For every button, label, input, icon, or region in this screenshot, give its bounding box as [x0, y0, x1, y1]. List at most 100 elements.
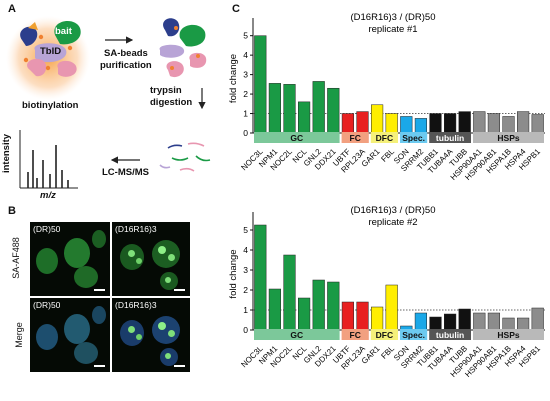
tile-label: (D16R16)3 — [115, 224, 157, 234]
image-tile-dr50-merge: (DR)50 — [30, 298, 110, 372]
label-biotinylation: biotinylation — [22, 100, 79, 111]
group-label: Spec. — [402, 133, 425, 143]
bar — [312, 279, 325, 331]
y-tick-label: 1 — [243, 305, 248, 315]
y-axis-label: fold change — [228, 249, 239, 298]
group-band — [400, 329, 428, 340]
bar — [356, 111, 369, 134]
tile-label: (DR)50 — [33, 300, 61, 310]
group-band — [473, 132, 544, 143]
group-label: FC — [350, 133, 361, 143]
label-sa-beads: SA-beads — [104, 48, 148, 59]
bar — [254, 35, 267, 134]
group-band — [370, 329, 398, 340]
label-mz: m/z — [40, 190, 56, 201]
group-band — [473, 329, 544, 340]
bar — [517, 111, 530, 134]
bar — [458, 308, 471, 331]
bar — [502, 116, 515, 134]
tile-label: (D16R16)3 — [115, 300, 157, 310]
y-tick-label: 1 — [243, 109, 248, 119]
bar — [268, 83, 281, 134]
bar — [254, 224, 267, 331]
label-purification: purification — [100, 60, 152, 71]
bar — [385, 284, 398, 331]
y-tick-label: 0 — [243, 325, 248, 335]
bar — [458, 111, 471, 134]
label-lcms: LC-MS/MS — [102, 167, 149, 178]
bar — [487, 312, 500, 331]
group-label: GC — [290, 330, 303, 340]
group-label: FC — [350, 330, 361, 340]
bar — [429, 316, 442, 331]
group-label: HSPs — [497, 133, 519, 143]
bar — [473, 312, 486, 331]
bar — [371, 306, 384, 331]
bar — [385, 113, 398, 134]
scale-bar — [174, 365, 185, 367]
bar — [414, 118, 427, 134]
bar — [283, 84, 296, 134]
group-label: DFC — [376, 330, 393, 340]
bar — [283, 254, 296, 331]
bar — [429, 113, 442, 134]
y-axis-label: fold change — [228, 54, 239, 103]
y-tick-label: 3 — [243, 265, 248, 275]
chart-title: (D16R16)3 / (DR)50 — [351, 205, 436, 216]
y-tick-label: 3 — [243, 70, 248, 80]
chart-subtitle: replicate #1 — [368, 24, 417, 35]
y-tick-label: 5 — [243, 31, 248, 41]
panel-letter-c: C — [232, 3, 240, 15]
group-label: GC — [290, 133, 303, 143]
group-band — [254, 329, 340, 340]
chart-title: (D16R16)3 / (DR)50 — [351, 12, 436, 23]
bar — [298, 297, 311, 331]
bar — [444, 313, 457, 331]
workflow-illustration — [6, 16, 211, 189]
group-band — [341, 132, 369, 143]
bar — [517, 317, 530, 331]
group-band — [400, 132, 428, 143]
y-tick-label: 0 — [243, 128, 248, 138]
group-band — [370, 132, 398, 143]
y-tick-label: 2 — [243, 89, 248, 99]
y-tick-label: 4 — [243, 50, 248, 60]
group-band — [429, 329, 471, 340]
prey-protein-pink — [27, 58, 47, 77]
group-band — [429, 132, 471, 143]
group-label: tubulin — [436, 330, 464, 340]
scale-bar — [94, 365, 105, 367]
bar — [341, 113, 354, 134]
label-digestion: digestion — [150, 97, 193, 108]
y-tick-label: 4 — [243, 245, 248, 255]
y-tick-label: 2 — [243, 285, 248, 295]
bar — [371, 104, 384, 134]
bar — [531, 114, 544, 134]
y-tick-label: 5 — [243, 225, 248, 235]
bar — [341, 301, 354, 331]
bar — [400, 116, 413, 134]
prey-protein-left — [20, 26, 38, 46]
panel-letter-a: A — [8, 3, 16, 15]
bar — [327, 281, 340, 331]
label-bait: bait — [55, 26, 72, 37]
tile-label: (DR)50 — [33, 224, 61, 234]
bar — [444, 113, 457, 134]
label-tbid: TbID — [40, 46, 62, 57]
bar — [268, 288, 281, 331]
label-trypsin: trypsin — [150, 85, 182, 96]
image-tile-dr50-sa: (DR)50 — [30, 222, 110, 296]
bar — [487, 113, 500, 134]
bar — [414, 312, 427, 331]
mass-spectrum-peaks — [27, 145, 69, 188]
bar — [531, 307, 544, 331]
scale-bar — [174, 289, 185, 291]
chart-subtitle: replicate #2 — [368, 217, 417, 228]
bar — [312, 81, 325, 134]
bar — [502, 317, 515, 331]
bar — [298, 101, 311, 134]
group-label: tubulin — [436, 133, 464, 143]
group-label: Spec. — [402, 330, 425, 340]
group-label: HSPs — [497, 330, 519, 340]
